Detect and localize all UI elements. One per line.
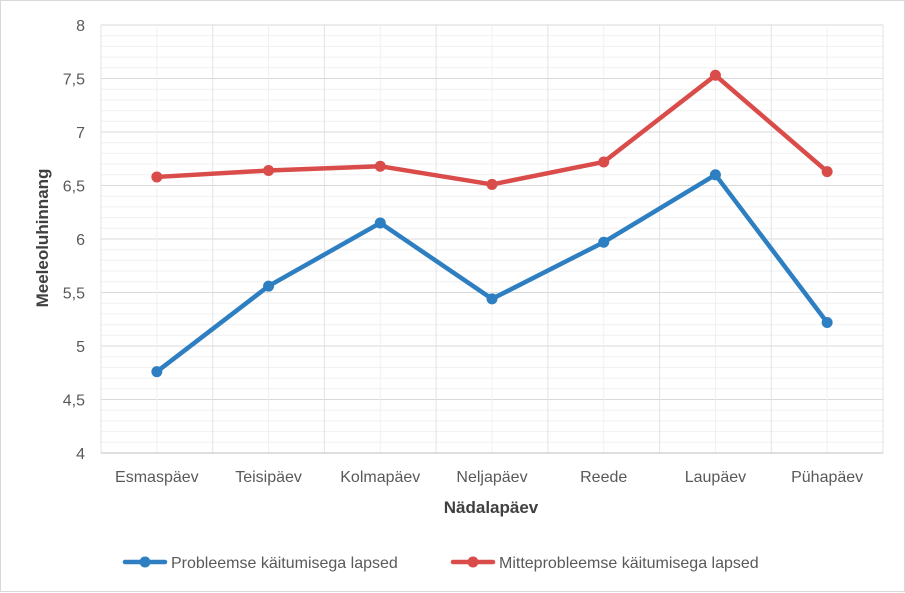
x-tick-label: Neljapäev <box>456 469 527 486</box>
x-tick-label: Teisipäev <box>235 469 302 486</box>
y-tick-label: 6,5 <box>63 179 85 196</box>
data-point <box>821 316 833 328</box>
data-point <box>486 293 498 305</box>
y-tick-label: 4 <box>76 446 85 463</box>
y-axis-ticks: 4 4,5 5 5,5 6 6,5 7 7,5 8 <box>63 18 85 463</box>
y-axis-title: Meeleoluhinnang <box>33 169 52 308</box>
legend-label: Mitteprobleemse käitumisega lapsed <box>499 555 759 572</box>
data-point <box>151 171 163 183</box>
data-point <box>486 178 498 190</box>
y-tick-label: 6 <box>76 232 85 249</box>
data-point <box>709 69 721 81</box>
y-tick-label: 7 <box>76 125 85 142</box>
data-point <box>374 160 386 172</box>
y-tick-label: 7,5 <box>63 72 85 89</box>
data-point <box>598 156 610 168</box>
x-tick-label: Laupäev <box>685 469 746 486</box>
x-axis-title: Nädalapäev <box>444 498 539 517</box>
gridlines <box>100 24 884 454</box>
data-point <box>151 366 163 378</box>
legend: Probleemse käitumisega lapsed Mitteproble… <box>122 555 759 572</box>
y-tick-label: 5 <box>76 339 85 356</box>
x-tick-label: Reede <box>580 469 627 486</box>
legend-swatch-marker <box>467 556 479 568</box>
data-point <box>821 166 833 178</box>
data-point <box>598 236 610 248</box>
x-axis-ticks: Esmaspäev Teisipäev Kolmapäev Neljapäev Reed… <box>115 469 863 486</box>
y-tick-label: 4,5 <box>63 393 85 410</box>
data-point <box>263 165 275 177</box>
data-point <box>709 169 721 181</box>
data-point <box>263 280 275 292</box>
y-tick-label: 5,5 <box>63 286 85 303</box>
x-tick-label: Kolmapäev <box>340 469 420 486</box>
data-point <box>374 217 386 229</box>
y-tick-label: 8 <box>76 18 85 35</box>
x-tick-label: Pühapäev <box>791 469 863 486</box>
legend-swatch-marker <box>139 556 151 568</box>
series-lines <box>151 69 833 378</box>
legend-label: Probleemse käitumisega lapsed <box>171 555 398 572</box>
x-tick-label: Esmaspäev <box>115 469 199 486</box>
